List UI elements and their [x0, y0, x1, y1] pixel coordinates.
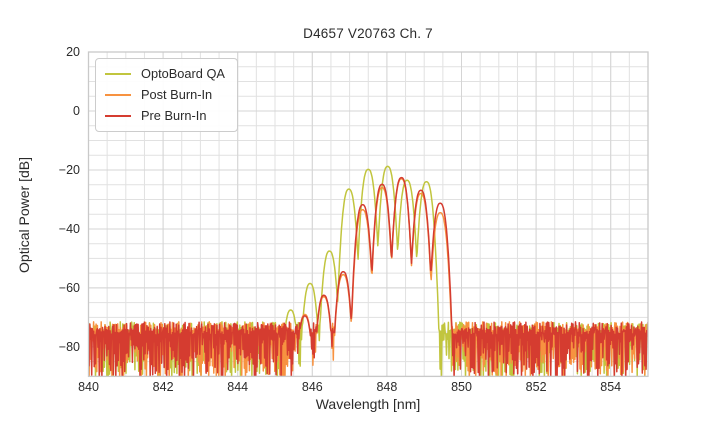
y-tick-label: −60	[58, 280, 80, 295]
legend-line-sample	[105, 115, 131, 118]
x-tick-label: 846	[301, 380, 323, 394]
legend-label: OptoBoard QA	[141, 66, 225, 81]
y-tick-label: −20	[58, 162, 80, 177]
x-tick-label: 842	[152, 380, 174, 394]
legend-item: OptoBoard QA	[105, 66, 225, 81]
legend-line-sample	[105, 94, 131, 97]
legend-label: Post Burn-In	[141, 87, 213, 103]
y-axis-label: Optical Power [dB]	[16, 157, 32, 273]
x-tick-label: 848	[376, 380, 398, 394]
chart-title: D4657 V20763 Ch. 7	[303, 26, 433, 41]
x-tick-label: 854	[600, 380, 622, 394]
x-tick-label: 850	[451, 380, 472, 394]
x-tick-label: 840	[78, 380, 99, 394]
y-tick-label: −80	[58, 339, 80, 354]
legend-line-sample	[105, 73, 131, 76]
x-axis-label: Wavelength [nm]	[315, 396, 421, 412]
trace-pre-burn-in	[88, 176, 648, 377]
y-tick-label: 20	[66, 45, 80, 59]
x-tick-label: 852	[525, 380, 547, 394]
y-tick-label: −40	[58, 221, 80, 236]
x-tick-label: 844	[227, 380, 249, 394]
plot-border	[87, 51, 649, 378]
legend-label: Pre Burn-In	[141, 108, 207, 124]
legend-item: Pre Burn-In	[105, 109, 225, 123]
legend-item: Post Burn-In	[105, 87, 225, 103]
y-tick-label: 0	[73, 103, 80, 118]
legend: OptoBoard QA Post Burn-In Pre Burn-In	[95, 58, 238, 133]
